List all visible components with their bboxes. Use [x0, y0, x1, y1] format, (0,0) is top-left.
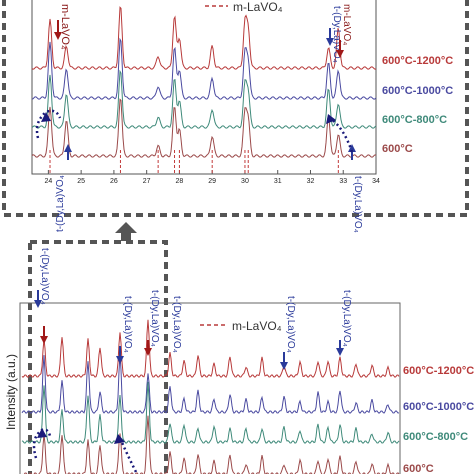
arrowhead-down-icon: [326, 38, 334, 46]
x-tick-label: 30: [241, 178, 249, 185]
arrowhead-up-icon: [114, 434, 125, 444]
full-annotations: t-(Dy,La)VO₄ t-(Dy,La)VO₄ t-(Dy,La)VO₄ t…: [32, 248, 352, 473]
x-tick-label: 27: [143, 178, 151, 185]
series-line: [21, 381, 400, 444]
x-tick-label: 31: [274, 178, 282, 185]
annotation-t-dylavo4: t-(Dy,La)VO₄: [39, 248, 50, 305]
x-tick-label: 33: [339, 178, 347, 185]
series-line: [22, 415, 400, 474]
series-line: [31, 37, 377, 100]
series-label: 600°C-1000°C: [403, 401, 474, 413]
series-label: 600°C-1200°C: [382, 55, 453, 67]
annotation-t-dylavo4: t-(Dy,La)VO₄: [331, 6, 342, 63]
zoom-legend: m-LaVO₄: [205, 0, 283, 14]
series-line: [21, 355, 400, 414]
arrowhead-up-icon: [41, 112, 51, 122]
full-legend-label: m-LaVO₄: [232, 319, 282, 333]
arrowhead-down-icon: [336, 348, 344, 356]
x-tick-label: 26: [110, 178, 118, 185]
x-tick-label: 25: [77, 178, 85, 185]
series-label: 600°C: [403, 463, 434, 474]
full-legend: m-LaVO₄: [200, 319, 282, 333]
arrowhead-down-icon: [116, 356, 124, 364]
series-line: [31, 98, 377, 158]
series-label: 600°C-1200°C: [403, 365, 474, 377]
arrowhead-up-icon: [37, 428, 47, 438]
arrowhead-up-icon: [326, 114, 336, 124]
annotation-t-dylavo4: t-(Dy,La)VO₄: [341, 290, 352, 347]
arrowhead-up-icon: [64, 144, 72, 152]
zoom-panel: 24 25 26 27 28 29 30 31 32 33 34 600°C-1200°C 600°C…: [2, 0, 469, 233]
annotation-t-dylavo4: t-(Dy,La)VO₄: [122, 296, 133, 353]
full-panel-dashed-border: [28, 240, 168, 474]
full-panel: Intensity (a.u.) 600°C-1200°C 600°C-1000°…: [4, 240, 474, 474]
annotation-t-dylavo4: t-(Dy,La)VO₄: [149, 290, 160, 347]
arrowhead-up-icon: [348, 144, 356, 152]
annotation-t-dylavo4: t-(Dy,La)VO₄: [352, 176, 363, 233]
zoom-plot-frame: [31, 0, 377, 175]
x-tick-label: 24: [44, 178, 52, 185]
arrowhead-up-icon: [115, 222, 137, 233]
arrowhead-down-icon: [144, 348, 152, 356]
arrowhead-down-icon: [280, 362, 288, 370]
series-label: 600°C: [382, 143, 413, 155]
connector-arrow: [115, 222, 137, 241]
arrowhead-down-icon: [40, 336, 48, 344]
zoom-annotations: m-LaVO₄ t-(Dy,La)VO₄ m-LaVO₄ t-(Dy,La)VO…: [35, 4, 363, 233]
full-plot-frame: [19, 302, 401, 474]
annotation-m-lavo4: m-LaVO₄: [341, 4, 352, 45]
dotted-shift-arrow: [35, 109, 62, 139]
series-line: [21, 319, 400, 378]
x-tick-label: 29: [208, 178, 216, 185]
zoom-panel-dashed-border: [2, 0, 469, 217]
arrowhead-down-icon: [336, 50, 344, 58]
arrowhead-down-icon: [54, 32, 62, 40]
annotation-t-dylavo4: t-(Dy,La)VO₄: [171, 296, 182, 353]
series-line: [31, 69, 377, 129]
x-tick-label: 28: [176, 178, 184, 185]
connector-arrow-stem: [121, 232, 131, 241]
annotation-t-dylavo4: t-(Dy,La)VO₄: [285, 296, 296, 353]
dotted-shift-arrow: [118, 437, 138, 473]
series-label: 600°C-800°C: [403, 431, 468, 443]
annotation-m-lavo4: m-LaVO₄: [59, 4, 71, 50]
x-tick-label: 34: [372, 178, 380, 185]
arrowhead-down-icon: [34, 300, 42, 308]
zoom-legend-label: m-LaVO₄: [233, 0, 283, 14]
annotation-t-dylavo4: t-(Dy,La)VO₄: [55, 175, 66, 232]
x-tick-label: 32: [307, 178, 315, 185]
series-label: 600°C-1000°C: [382, 85, 453, 97]
y-axis-label: Intensity (a.u.): [4, 354, 18, 430]
series-label: 600°C-800°C: [382, 114, 447, 126]
series-line: [31, 6, 377, 70]
